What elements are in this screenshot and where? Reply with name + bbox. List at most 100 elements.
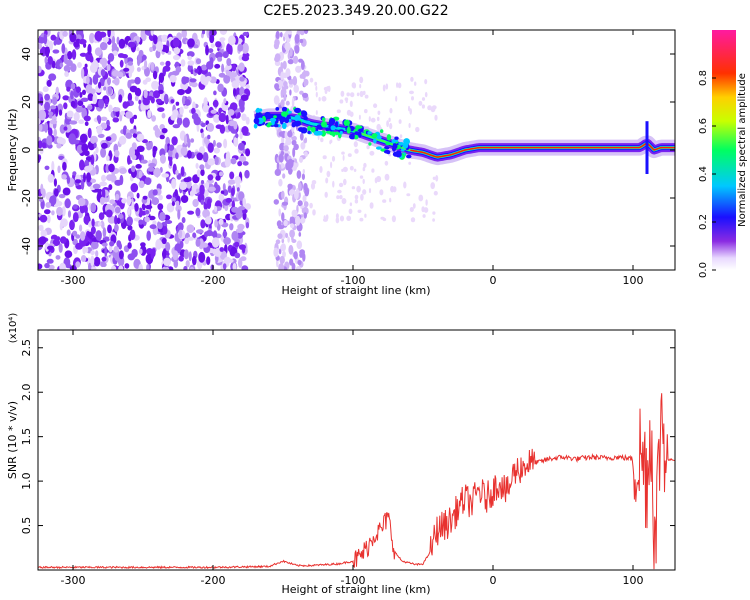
noise-blob [160,154,166,164]
noise-blob [151,115,157,122]
noise-blob [180,59,186,67]
noise-blob [215,124,223,129]
noise-blob [179,181,188,191]
noise-blob [129,128,137,134]
noise-blob [164,45,169,54]
noise-blob [142,98,150,106]
noise-blob [107,60,111,65]
noise-blob [425,199,428,206]
noise-blob [172,124,180,129]
noise-blob [284,131,288,140]
noise-blob [151,197,160,206]
noise-blob [90,241,99,250]
noise-blob [78,197,86,207]
noise-blob [399,134,403,139]
noise-blob [175,101,180,106]
noise-blob [165,242,171,252]
noise-blob [309,77,314,83]
track-blob [294,107,301,114]
noise-blob [57,165,61,174]
noise-blob [117,53,125,58]
noise-blob [109,199,116,204]
noise-blob [278,153,284,163]
noise-blob [324,191,328,198]
noise-blob [64,71,69,77]
track-blob [376,135,382,140]
snr-y-axis-label: SNR (10 * v/v) [6,401,19,479]
noise-blob [377,110,381,116]
noise-blob [214,205,218,212]
noise-blob [154,124,159,131]
noise-blob [303,78,307,88]
noise-blob [140,210,147,216]
noise-blob [351,82,356,89]
noise-blob [71,49,77,60]
noise-blob [157,107,165,112]
noise-blob [245,148,251,157]
noise-blob [44,56,48,65]
noise-blob [170,115,176,121]
noise-blob [422,214,426,218]
noise-blob [192,232,197,239]
noise-blob [208,224,212,229]
track-blob [332,131,336,137]
noise-blob [187,236,194,241]
noise-blob [279,255,285,265]
noise-blob [122,125,127,136]
noise-blob [273,199,279,205]
noise-blob [53,128,57,137]
noise-blob [89,232,93,240]
noise-blob [200,128,204,134]
noise-blob [224,156,231,168]
noise-blob [138,263,143,270]
noise-blob [368,188,372,194]
noise-blob [380,216,385,220]
noise-blob [201,64,208,71]
noise-blob [82,89,86,96]
noise-blob [123,67,130,72]
noise-blob [339,99,344,104]
noise-blob [50,34,57,41]
noise-blob [75,105,84,113]
noise-blob [219,247,225,252]
noise-blob [104,246,108,257]
noise-blob [63,65,71,72]
noise-blob [56,206,63,216]
noise-blob [38,236,47,245]
noise-blob [424,79,428,85]
noise-blob [63,53,68,64]
noise-blob [106,174,114,181]
noise-blob [432,211,436,215]
noise-blob [80,255,87,262]
noise-blob [70,82,76,90]
noise-blob [111,42,118,51]
noise-blob [158,194,163,201]
noise-blob [322,155,327,160]
noise-blob [202,104,210,113]
noise-blob [234,241,240,248]
noise-blob [95,146,99,154]
noise-blob [309,202,313,209]
noise-blob [212,248,217,255]
noise-blob [39,96,44,106]
noise-blob [45,46,50,51]
noise-blob [238,191,245,201]
noise-blob [169,74,177,83]
noise-blob [218,218,224,225]
noise-blob [149,224,157,230]
noise-blob [207,174,214,181]
heatmap-noise-layer [38,30,439,270]
noise-blob [118,213,124,219]
noise-blob [127,225,133,231]
noise-blob [242,31,249,37]
noise-blob [205,75,212,82]
noise-blob [234,176,242,185]
noise-blob [376,116,380,122]
noise-blob [339,195,343,200]
track-blob [291,122,296,128]
noise-blob [80,68,85,79]
noise-blob [291,97,295,108]
noise-blob [392,186,397,193]
noise-blob [147,95,153,101]
track-blob [334,131,339,135]
